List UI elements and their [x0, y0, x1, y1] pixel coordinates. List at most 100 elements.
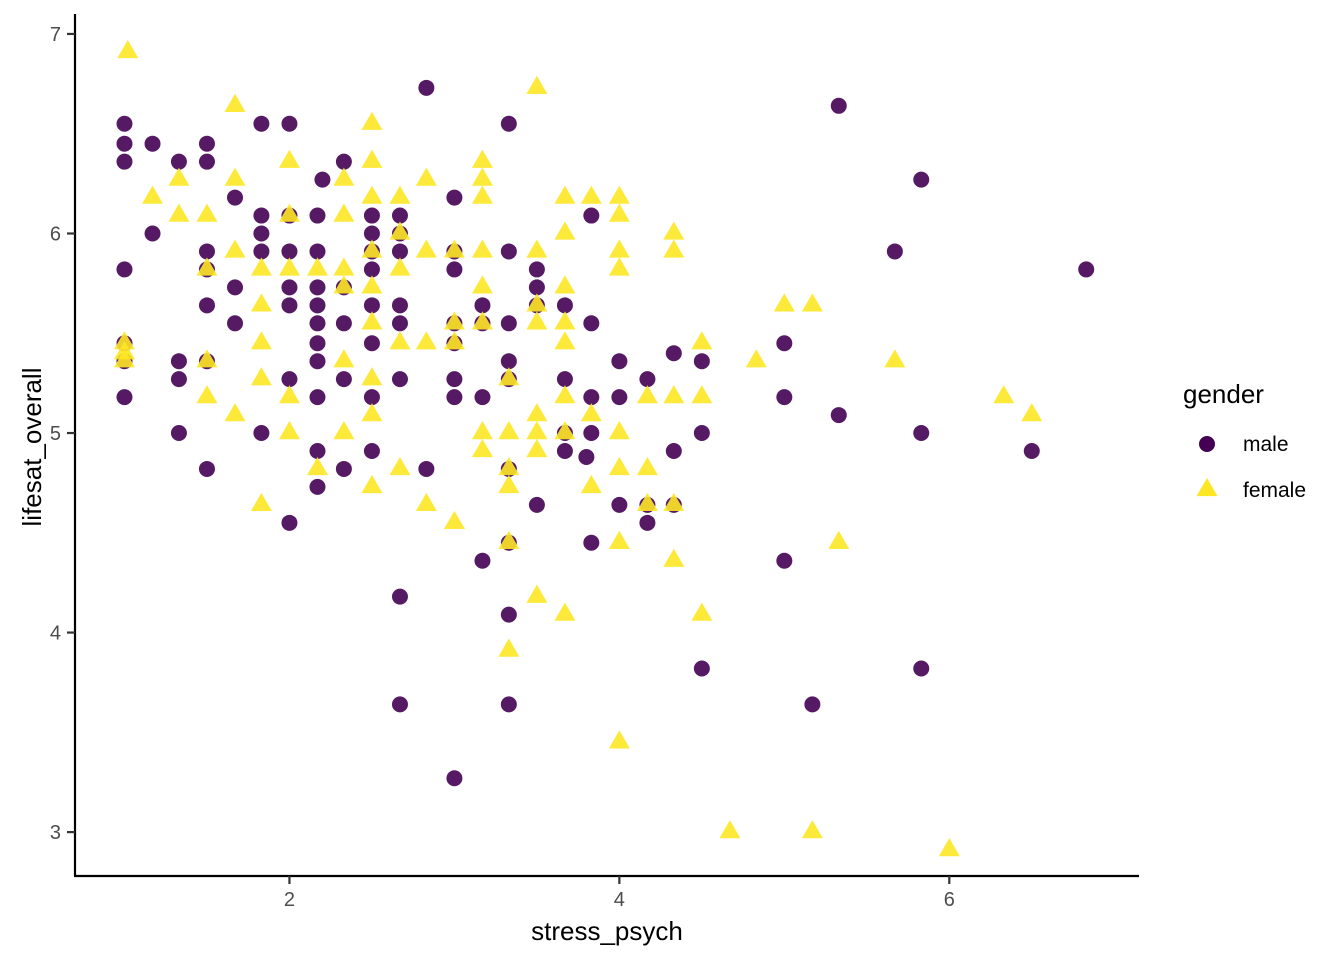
male-point [253, 115, 270, 132]
female-point [278, 385, 300, 404]
male-point [309, 389, 326, 406]
female-point [415, 331, 437, 350]
female-point [554, 275, 576, 294]
female-point [142, 185, 164, 204]
female-point [636, 456, 658, 476]
male-point [583, 315, 600, 332]
female-point [938, 838, 960, 857]
male-point [116, 153, 133, 170]
male-point [170, 425, 187, 442]
female-point [471, 239, 493, 258]
male-point [830, 407, 847, 424]
female-point [580, 185, 602, 204]
male-point [227, 315, 244, 332]
female-point [361, 311, 383, 330]
male-point [363, 225, 380, 242]
female-point [498, 474, 520, 494]
male-point [804, 696, 821, 713]
male-point [611, 389, 628, 406]
male-point [198, 297, 215, 314]
male-point [198, 153, 215, 170]
axes [73, 14, 1139, 878]
female-point [224, 239, 246, 258]
male-point [309, 207, 326, 224]
male-point [227, 189, 244, 206]
female-point [554, 185, 576, 204]
male-point [144, 135, 161, 152]
female-point [608, 730, 630, 749]
male-point [639, 514, 656, 531]
legend-label-female: female [1243, 479, 1306, 502]
female-point [333, 421, 355, 440]
female-point [333, 275, 355, 294]
male-point [639, 371, 656, 388]
male-point [391, 207, 408, 224]
legend-key-female [1196, 477, 1218, 497]
male-point [528, 261, 545, 278]
female-point [389, 185, 411, 204]
female-point [117, 39, 139, 59]
female-point [196, 385, 218, 404]
female-point [719, 820, 741, 839]
female-point [526, 584, 548, 603]
female-point [663, 492, 685, 512]
male-point [500, 243, 517, 260]
male-point [500, 696, 517, 713]
male-point [886, 243, 903, 260]
female-point [333, 167, 355, 186]
female-point [526, 293, 548, 312]
female-point [554, 385, 576, 404]
male-point [1078, 261, 1095, 278]
male-point [309, 315, 326, 332]
female-point [389, 456, 411, 476]
y-tick-label: 3 [50, 822, 61, 844]
male-point [528, 279, 545, 296]
female-point [278, 421, 300, 440]
female-point [361, 185, 383, 204]
female-point [663, 221, 685, 240]
female-point [224, 167, 246, 186]
male-point [309, 353, 326, 370]
female-point [224, 93, 246, 112]
female-point [471, 167, 493, 186]
male-point [913, 425, 930, 442]
male-point [665, 442, 682, 459]
male-point [474, 552, 491, 569]
male-point [281, 279, 298, 296]
female-point [443, 311, 465, 330]
male-point [391, 297, 408, 314]
female-point [691, 385, 713, 404]
female-point [471, 185, 493, 204]
female-point [498, 421, 520, 440]
male-point [198, 135, 215, 152]
male-point [253, 225, 270, 242]
female-point [526, 75, 548, 95]
male-point [170, 353, 187, 370]
legend-key-male [1199, 436, 1215, 452]
male-point [363, 335, 380, 352]
male-point [776, 389, 793, 406]
female-point [389, 331, 411, 350]
male-point [281, 115, 298, 132]
female-point [636, 492, 658, 512]
male-point [309, 478, 326, 495]
male-point [583, 389, 600, 406]
male-point [446, 189, 463, 206]
male-point [116, 115, 133, 132]
male-point [198, 243, 215, 260]
female-point [361, 367, 383, 386]
female-point [250, 492, 272, 512]
female-point [608, 421, 630, 440]
male-point [281, 243, 298, 260]
female-point [608, 203, 630, 222]
female-point [196, 257, 218, 276]
legend-label-male: male [1243, 433, 1289, 456]
male-point [363, 261, 380, 278]
female-point [498, 367, 520, 386]
male-point [281, 297, 298, 314]
female-point [884, 349, 906, 368]
male-point [665, 345, 682, 362]
male-point [198, 460, 215, 477]
female-point [498, 456, 520, 476]
